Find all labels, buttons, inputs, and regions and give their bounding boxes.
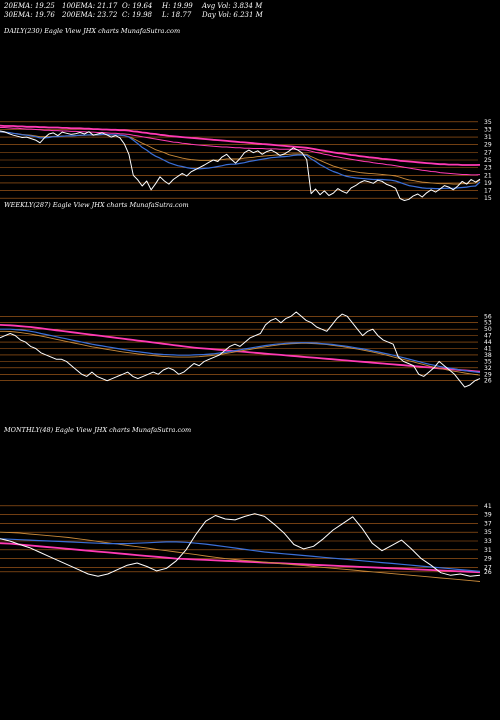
header-ema20: 20EMA: 19.25 (4, 2, 55, 10)
y-tick-label: 27 (484, 564, 492, 571)
y-tick-label: 29 (484, 556, 492, 563)
y-tick-label: 26 (484, 378, 492, 385)
y-tick-label: 37 (484, 520, 492, 527)
header-ema100: 100EMA: 21.17 (62, 2, 118, 10)
series-line-price (0, 311, 481, 388)
y-tick-label: 53 (484, 320, 492, 327)
header-high: H: 19.99 (162, 2, 193, 10)
y-tick-label: 38 (484, 352, 492, 359)
y-tick-label: 35 (484, 119, 492, 126)
y-tick-label: 32 (484, 365, 492, 372)
y-tick-label: 21 (484, 172, 492, 179)
y-tick-label: 41 (484, 503, 492, 510)
y-tick-label: 19 (484, 180, 492, 187)
y-tick-label: 33 (484, 126, 492, 133)
y-tick-label: 47 (484, 333, 492, 340)
header-low: L: 18.77 (162, 11, 192, 19)
y-tick-label: 29 (484, 142, 492, 149)
daily-panel-title: DAILY(230) Eagle View JHX charts MunafaS… (4, 27, 181, 35)
y-tick-label: 35 (484, 529, 492, 536)
y-tick-label: 23 (484, 165, 492, 172)
y-tick-label: 26 (484, 569, 492, 576)
series-line-ema_mid (0, 330, 481, 376)
monthly-panel-title: MONTHLY(48) Eagle View JHX charts Munafa… (4, 426, 192, 434)
header-day-vol: Day Vol: 6.231 M (202, 11, 263, 19)
y-tick-label: 41 (484, 346, 492, 353)
header-ema200: 200EMA: 23.72 (62, 11, 118, 19)
y-tick-label: 31 (484, 134, 492, 141)
header-avg-vol: Avg Vol: 3.834 M (202, 2, 263, 10)
y-tick-label: 15 (484, 195, 492, 202)
y-tick-label: 33 (484, 538, 492, 545)
series-line-ema_mid (0, 531, 481, 582)
series-line-price (0, 513, 481, 577)
y-tick-label: 56 (484, 313, 492, 320)
header-close: C: 19.98 (122, 11, 152, 19)
header-open: O: 19.64 (122, 2, 153, 10)
header-ema30: 30EMA: 19.76 (4, 11, 55, 19)
weekly-panel-title: WEEKLY(287) Eagle View JHX charts Munafa… (4, 201, 189, 209)
y-tick-label: 50 (484, 326, 492, 333)
series-line-ema_blue (0, 538, 481, 572)
y-tick-label: 35 (484, 358, 492, 365)
y-tick-label: 25 (484, 157, 492, 164)
y-tick-label: 39 (484, 512, 492, 519)
series-line-ema20 (0, 131, 481, 190)
series-line-ema200 (0, 124, 481, 166)
series-line-ema_pink (0, 542, 481, 574)
series-line-ema100 (0, 127, 481, 176)
y-tick-label: 17 (484, 188, 492, 195)
y-tick-label: 29 (484, 371, 492, 378)
y-tick-label: 44 (484, 339, 492, 346)
y-tick-label: 27 (484, 149, 492, 156)
series-line-price (0, 130, 481, 201)
y-tick-label: 31 (484, 547, 492, 554)
series-line-ema_blue (0, 328, 481, 374)
